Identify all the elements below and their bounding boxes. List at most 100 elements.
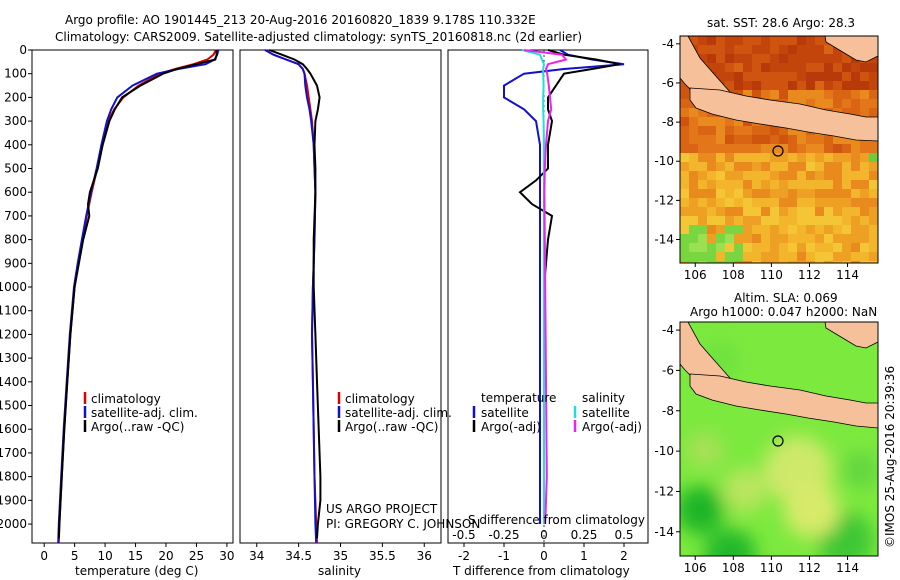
- sst-cell: [779, 162, 788, 171]
- sst-cell: [725, 207, 734, 216]
- sst-cell: [806, 144, 815, 153]
- sst-cell: [698, 261, 707, 263]
- sst-cell: [734, 144, 743, 153]
- series-salinity-satellite: [521, 49, 546, 524]
- sla-map-frame: [679, 321, 879, 557]
- sst-cell: [725, 63, 734, 72]
- sst-cell: [770, 225, 779, 234]
- depth-tick-label: 1300: [0, 351, 27, 365]
- sst-cell: [788, 189, 797, 198]
- depth-tick-label: 1400: [0, 375, 27, 389]
- sst-cell: [761, 180, 770, 189]
- sst-cell: [806, 54, 815, 63]
- depth-tick-label: 500: [4, 162, 27, 176]
- sst-cell: [752, 234, 761, 243]
- sst-cell: [815, 252, 824, 261]
- sst-cell: [770, 81, 779, 90]
- map-x-tick-label: 108: [722, 561, 745, 575]
- sst-cell: [842, 225, 851, 234]
- sst-cell: [770, 216, 779, 225]
- sst-cell: [869, 72, 878, 81]
- sst-cell: [707, 261, 716, 263]
- series-satellite-adj-clim-: [264, 49, 318, 544]
- x-tick-label: -1: [498, 549, 510, 563]
- sst-cell: [725, 162, 734, 171]
- sst-cell: [869, 162, 878, 171]
- sst-cell: [689, 162, 698, 171]
- sst-cell: [824, 243, 833, 252]
- sst-cell: [752, 261, 761, 263]
- sst-cell: [824, 225, 833, 234]
- sst-cell: [815, 225, 824, 234]
- x-tick-label: 36: [417, 549, 432, 563]
- sst-cell: [779, 126, 788, 135]
- sst-cell: [734, 189, 743, 198]
- sst-cell: [680, 135, 689, 144]
- sst-cell: [797, 72, 806, 81]
- s-diff-tick-label: -0.25: [488, 528, 519, 542]
- sst-cell: [761, 216, 770, 225]
- map-y-tick-label: -8: [662, 404, 674, 418]
- sst-cell: [851, 225, 860, 234]
- sst-cell: [770, 36, 779, 45]
- sst-cell: [815, 63, 824, 72]
- sst-cell: [743, 189, 752, 198]
- sst-cell: [833, 45, 842, 54]
- sst-cell: [797, 63, 806, 72]
- sst-cell: [797, 135, 806, 144]
- sst-cell: [788, 63, 797, 72]
- sst-cell: [779, 252, 788, 261]
- sst-cell: [869, 243, 878, 252]
- sst-cell: [761, 72, 770, 81]
- header-line2: Climatology: CARS2009. Satellite-adjuste…: [55, 30, 582, 44]
- sst-cell: [806, 225, 815, 234]
- sst-cell: [842, 171, 851, 180]
- sst-cell: [698, 225, 707, 234]
- sst-cell: [806, 99, 815, 108]
- sst-cell: [860, 234, 869, 243]
- sst-cell: [734, 216, 743, 225]
- sst-cell: [788, 171, 797, 180]
- sst-cell: [779, 225, 788, 234]
- sst-cell: [734, 225, 743, 234]
- sst-cell: [689, 198, 698, 207]
- sst-cell: [815, 54, 824, 63]
- sst-cell: [824, 135, 833, 144]
- sst-cell: [860, 153, 869, 162]
- sst-cell: [860, 243, 869, 252]
- sst-cell: [842, 261, 851, 263]
- s-diff-tick-label: 0.25: [571, 528, 598, 542]
- sst-cell: [698, 117, 707, 126]
- sst-cell: [797, 144, 806, 153]
- sst-cell: [815, 99, 824, 108]
- sst-cell: [707, 243, 716, 252]
- sst-cell: [860, 252, 869, 261]
- sst-cell: [725, 252, 734, 261]
- sst-cell: [824, 72, 833, 81]
- sst-argo-marker: [772, 145, 784, 157]
- sst-cell: [869, 171, 878, 180]
- sst-cell: [734, 117, 743, 126]
- sst-cell: [842, 180, 851, 189]
- depth-tick-label: 1000: [0, 280, 27, 294]
- sst-cell: [752, 144, 761, 153]
- sst-cell: [734, 36, 743, 45]
- sst-cell: [743, 243, 752, 252]
- sst-cell: [761, 45, 770, 54]
- sst-cell: [707, 180, 716, 189]
- sst-cell: [806, 135, 815, 144]
- sst-cell: [869, 99, 878, 108]
- sst-cell: [707, 198, 716, 207]
- sst-cell: [734, 198, 743, 207]
- temperature-series: [57, 49, 220, 544]
- sst-cell: [689, 117, 698, 126]
- map-x-tick-label: 112: [798, 561, 821, 575]
- sst-cell: [869, 108, 878, 117]
- map-y-tick-label: -10: [654, 444, 674, 458]
- map-y-tick-label: -14: [654, 233, 674, 247]
- sst-cell: [788, 243, 797, 252]
- sst-cell: [680, 189, 689, 198]
- sst-cell: [716, 36, 725, 45]
- sst-cell: [815, 171, 824, 180]
- sst-cell: [761, 207, 770, 216]
